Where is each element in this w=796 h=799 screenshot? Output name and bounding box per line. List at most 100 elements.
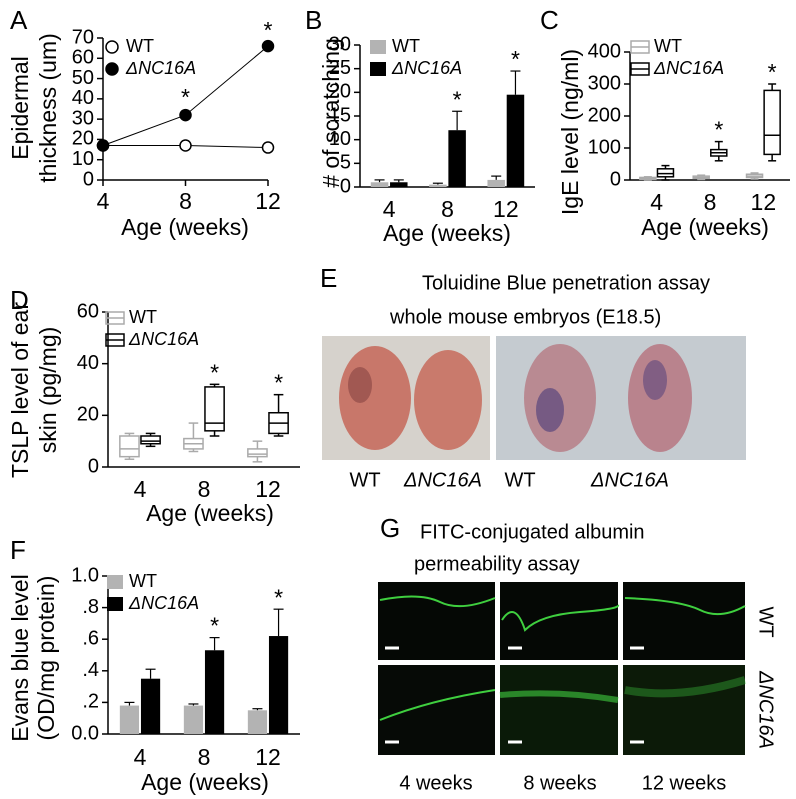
legend-label: ΔNC16A (128, 329, 199, 349)
point (179, 108, 192, 122)
x-axis-label: Age (weeks) (121, 214, 249, 240)
y-tick-label: 0 (88, 455, 99, 477)
y-tick-label: 200 (588, 104, 621, 126)
photo-caption: WT (504, 469, 535, 491)
legend-label: WT (392, 36, 420, 56)
box (140, 435, 161, 445)
box (763, 89, 781, 156)
y-tick-label: 30 (329, 33, 351, 55)
x-tick-label: 4 (650, 189, 663, 215)
legend-marker (370, 40, 386, 54)
point (261, 39, 275, 53)
panel-label: G (380, 513, 400, 543)
embryo-photos (322, 336, 746, 460)
y-tick-label: 15 (329, 104, 351, 126)
micrographs (378, 582, 747, 755)
panel-title: FITC-conjugated albumin (420, 521, 645, 543)
y-tick-label: 10 (329, 128, 351, 150)
y-tick-label: .2 (82, 691, 99, 713)
y-tick-label: 10 (72, 148, 94, 170)
y-axis-label: Epidermal (7, 56, 33, 160)
legend-label: ΔNC16A (125, 58, 196, 78)
bar (119, 705, 140, 734)
panel-label: D (10, 285, 29, 315)
bar (247, 710, 268, 734)
legend-label: WT (129, 307, 157, 327)
legend-label: WT (126, 36, 154, 56)
legend-marker (105, 62, 119, 76)
y-tick-label: 0 (340, 175, 351, 197)
y-tick-label: 70 (72, 26, 94, 48)
significance-marker: * (181, 84, 190, 110)
legend-label: ΔNC16A (653, 58, 724, 78)
y-tick-label: .8 (82, 596, 99, 618)
bar (370, 182, 389, 187)
x-tick-label: 8 (198, 744, 211, 770)
y-tick-label: 60 (72, 47, 94, 69)
panel-label: F (10, 535, 26, 565)
y-tick-label: 50 (72, 67, 94, 89)
legend-marker (105, 40, 119, 54)
x-tick-label: 4 (383, 196, 396, 222)
legend-label: WT (654, 36, 682, 56)
y-tick-label: .4 (82, 659, 99, 681)
x-tick-label: 12 (255, 476, 281, 502)
panel-label: C (540, 5, 559, 35)
point (179, 139, 192, 152)
y-axis-label: # of scratching (318, 38, 344, 188)
x-axis-label: Age (weeks) (641, 214, 769, 240)
photo-caption: ΔNC16A (403, 469, 482, 491)
panel-title: permeability assay (414, 553, 580, 575)
x-axis-label: Age (weeks) (383, 220, 511, 246)
y-tick-label: 40 (77, 352, 99, 374)
y-tick-label: 0.0 (71, 722, 99, 744)
x-tick-label: 4 (134, 744, 147, 770)
y-axis-label: TSLP level of ear (7, 302, 33, 478)
significance-marker: * (453, 86, 462, 112)
panel-label: E (320, 263, 337, 293)
point (261, 141, 275, 154)
bar (183, 705, 204, 734)
y-axis-label: (OD/mg protein) (33, 576, 59, 741)
bar (448, 130, 466, 187)
x-tick-label: 4 (134, 476, 147, 502)
bar (506, 94, 525, 187)
point (96, 139, 110, 152)
column-label: 4 weeks (399, 772, 472, 794)
x-tick-label: 12 (255, 744, 281, 770)
bar (487, 179, 505, 187)
y-tick-label: 400 (588, 40, 621, 62)
bar (140, 678, 161, 734)
y-tick-label: 0 (610, 168, 621, 190)
x-tick-label: 12 (751, 189, 777, 215)
legend-marker (370, 62, 386, 76)
significance-marker: * (264, 17, 273, 43)
y-tick-label: 20 (329, 81, 351, 103)
x-axis-label: Age (weeks) (146, 500, 274, 526)
y-tick-label: 40 (72, 87, 94, 109)
photo-caption: ΔNC16A (590, 469, 669, 491)
x-tick-label: 4 (97, 188, 110, 214)
y-tick-label: 1.0 (71, 564, 99, 586)
bar (429, 184, 447, 187)
y-tick-label: 20 (77, 404, 99, 426)
y-tick-label: 5 (340, 152, 351, 174)
y-tick-label: 60 (77, 300, 99, 322)
y-tick-label: .6 (82, 627, 99, 649)
x-axis-label: Age (weeks) (141, 769, 269, 795)
y-tick-label: 20 (72, 128, 94, 150)
y-tick-label: 300 (588, 72, 621, 94)
row-label: ΔNC16A (755, 670, 777, 749)
box (119, 435, 140, 458)
y-tick-label: 25 (329, 57, 351, 79)
significance-marker: * (511, 46, 520, 72)
y-axis-label: IgE level (ng/ml) (557, 49, 583, 215)
legend-marker (107, 597, 123, 611)
bar (390, 182, 408, 187)
y-axis-label: Evans blue level (7, 574, 33, 742)
box (247, 448, 268, 458)
column-label: 12 weeks (642, 772, 727, 794)
y-tick-label: 100 (588, 136, 621, 158)
significance-marker: * (714, 117, 723, 143)
